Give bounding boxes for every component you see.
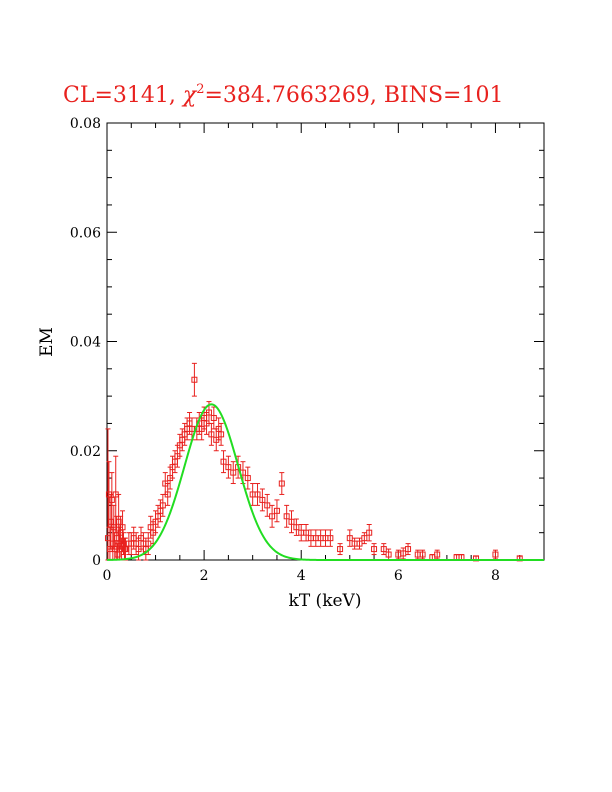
data-point bbox=[356, 537, 363, 550]
chart-title: CL=3141, χ2=384.7663269, BINS=101 bbox=[63, 82, 503, 108]
data-point bbox=[230, 461, 237, 485]
data-point bbox=[278, 472, 285, 495]
data-point bbox=[164, 483, 171, 506]
data-point bbox=[298, 523, 305, 542]
plot-frame bbox=[106, 122, 545, 561]
data-point bbox=[327, 529, 334, 547]
data-point bbox=[293, 518, 300, 536]
x-tick-labels: 0 2 4 6 8 bbox=[103, 568, 500, 584]
data-point bbox=[254, 483, 261, 506]
data-point bbox=[220, 450, 227, 474]
data-point bbox=[492, 549, 499, 560]
y-tick-labels: 0 0.02 0.04 0.06 0.08 bbox=[70, 116, 101, 569]
data-point bbox=[269, 504, 276, 528]
data-point bbox=[400, 547, 407, 560]
y-tick-label: 0.06 bbox=[70, 225, 101, 241]
data-point bbox=[312, 529, 319, 547]
data-point bbox=[405, 543, 412, 556]
data-point bbox=[218, 422, 225, 446]
y-tick-label: 0.04 bbox=[70, 335, 101, 351]
axis-ticks bbox=[106, 122, 545, 561]
data-series bbox=[104, 362, 523, 562]
data-point bbox=[371, 543, 378, 556]
data-point bbox=[351, 537, 358, 550]
x-tick-label: 4 bbox=[297, 568, 306, 584]
data-point bbox=[322, 529, 329, 547]
y-axis-label: EM bbox=[37, 327, 57, 357]
data-point bbox=[307, 529, 314, 547]
x-tick-label: 6 bbox=[394, 568, 403, 584]
data-point bbox=[288, 510, 295, 534]
data-point bbox=[188, 417, 195, 441]
data-point bbox=[366, 523, 373, 542]
y-tick-label: 0 bbox=[92, 553, 101, 569]
data-point bbox=[434, 549, 441, 560]
data-point bbox=[317, 529, 324, 547]
data-point bbox=[385, 548, 392, 561]
data-point bbox=[225, 455, 232, 479]
y-tick-label: 0.08 bbox=[70, 116, 101, 132]
data-point bbox=[395, 549, 402, 560]
data-point bbox=[380, 543, 387, 556]
data-point bbox=[303, 523, 310, 542]
data-point bbox=[419, 549, 426, 560]
data-point bbox=[259, 488, 266, 512]
y-tick-label: 0.02 bbox=[70, 444, 101, 460]
x-tick-label: 2 bbox=[200, 568, 209, 584]
data-point bbox=[244, 466, 251, 490]
data-point bbox=[249, 483, 256, 506]
model-curve bbox=[106, 403, 544, 561]
data-point bbox=[273, 499, 280, 523]
data-point bbox=[208, 422, 215, 446]
data-point bbox=[191, 362, 198, 397]
data-point bbox=[283, 504, 290, 528]
data-point bbox=[361, 532, 368, 545]
data-point bbox=[210, 406, 217, 430]
data-point bbox=[337, 543, 344, 556]
x-axis-label: kT (keV) bbox=[289, 591, 362, 611]
data-point bbox=[264, 493, 271, 517]
data-point bbox=[346, 529, 353, 547]
data-point bbox=[414, 549, 421, 560]
x-tick-label: 8 bbox=[491, 568, 500, 584]
x-tick-label: 0 bbox=[103, 568, 112, 584]
